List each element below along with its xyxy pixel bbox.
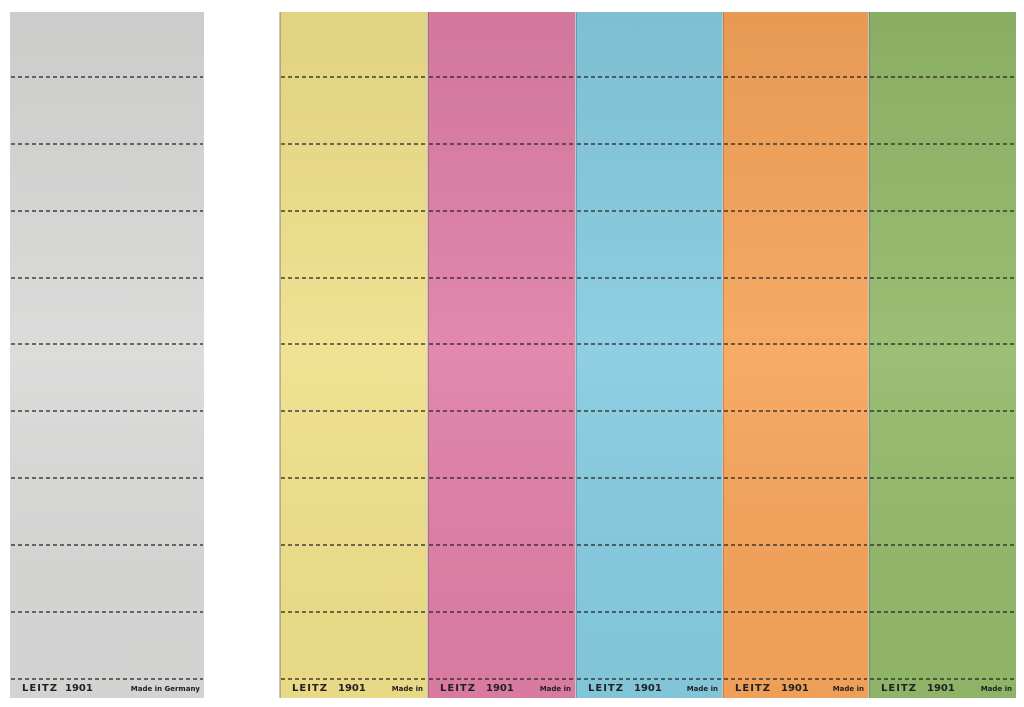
- origin: Made in Germany: [131, 685, 201, 693]
- strip-shading: [723, 12, 868, 698]
- origin: Made in: [540, 685, 571, 693]
- brand: LEITZ: [735, 683, 771, 694]
- product-code: 1901: [634, 683, 662, 694]
- brand: LEITZ: [881, 683, 917, 694]
- origin: Made in: [981, 685, 1012, 693]
- strip-shading: [428, 12, 575, 698]
- brand: LEITZ: [588, 683, 624, 694]
- origin: Made in: [687, 685, 718, 693]
- brand: LEITZ: [292, 683, 328, 694]
- product-code: 1901: [781, 683, 809, 694]
- product-code: 1901: [927, 683, 955, 694]
- product-code: 1901: [486, 683, 514, 694]
- origin: Made in: [392, 685, 423, 693]
- product-code: 1901: [65, 683, 93, 694]
- strip-shading: [869, 12, 1016, 698]
- strip-shading: [10, 12, 204, 698]
- strip-shading: [280, 12, 427, 698]
- product-code: 1901: [338, 683, 366, 694]
- strip-shading: [576, 12, 722, 698]
- origin: Made in: [833, 685, 864, 693]
- brand: LEITZ: [440, 683, 476, 694]
- brand: LEITZ: [22, 683, 58, 694]
